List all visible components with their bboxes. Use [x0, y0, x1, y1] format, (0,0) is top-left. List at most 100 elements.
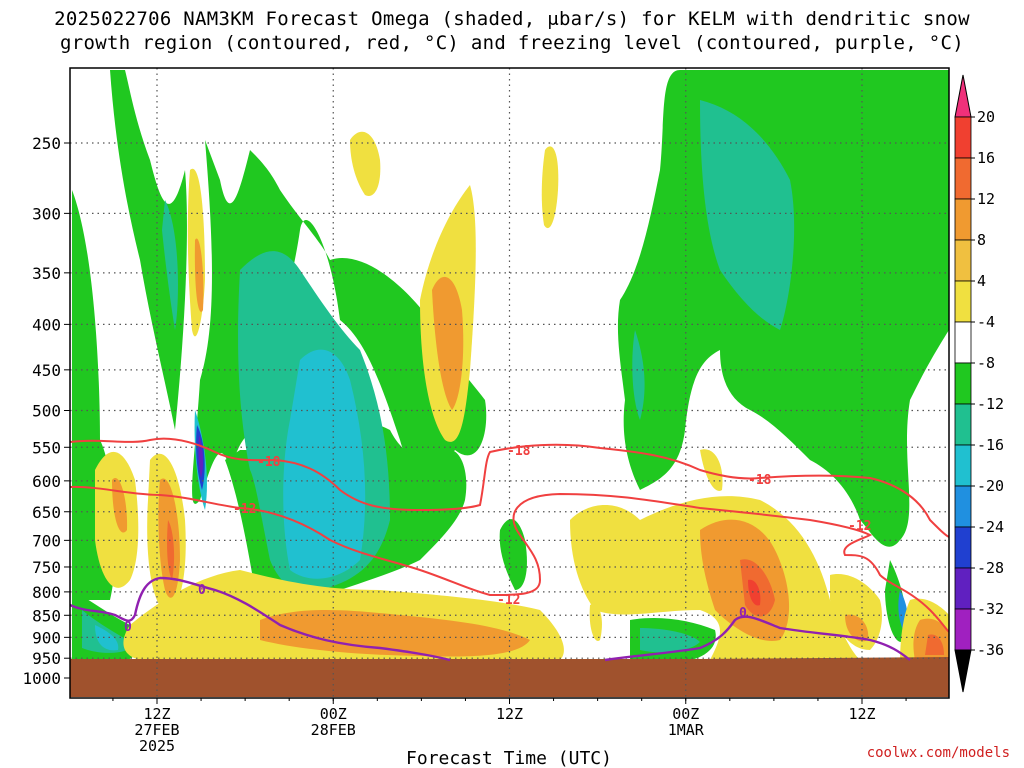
contour-zero-2 — [604, 615, 911, 662]
contour-label-8: 0 — [124, 620, 132, 635]
colorbar-label: 12 — [977, 190, 995, 208]
x-tick-label: 1MAR — [668, 721, 705, 739]
y-tick-label: 550 — [32, 438, 61, 457]
colorbar-band — [954, 362, 972, 405]
omega-region-yellow-12 — [700, 449, 723, 491]
x-tick-label: 12Z — [848, 705, 875, 723]
omega-region-cyan-1 — [283, 349, 366, 579]
colorbar-label: 20 — [977, 108, 995, 126]
y-tick-label: 850 — [32, 606, 61, 625]
chart-title-line1: 2025022706 NAM3KM Forecast Omega (shaded… — [54, 8, 970, 30]
colorbar-label: -12 — [977, 395, 1004, 413]
y-tick-label: 450 — [32, 361, 61, 380]
colorbar-band — [954, 526, 972, 569]
colorbar-band — [954, 116, 972, 159]
omega-region-red-1 — [748, 579, 761, 606]
omega-region-teal-4 — [632, 330, 645, 420]
colorbar-band — [954, 321, 972, 364]
omega-region-green-2 — [110, 70, 187, 430]
x-tick-label: 12Z — [496, 705, 523, 723]
ground-surface — [70, 659, 949, 697]
contour-zero-1 — [70, 576, 451, 662]
contour-label-3: -18 — [507, 444, 531, 459]
y-axis: 250 300 350 400 450 500 550 600 650 700 750 800 850 9… — [22, 134, 70, 688]
colorbar-band — [954, 280, 972, 323]
colorbar-band — [954, 567, 972, 610]
colorbar-label: -20 — [977, 477, 1004, 495]
colorbar-label: -36 — [977, 641, 1004, 659]
contour-label-1: -18 — [257, 455, 281, 470]
y-tick-label: 900 — [32, 628, 61, 647]
x-tick-label: 00Z — [320, 705, 347, 723]
colorbar-label: -24 — [977, 518, 1004, 536]
y-tick-label: 300 — [32, 204, 61, 223]
colorbar-band — [954, 157, 972, 200]
contour-labels: -18 -12 -18 -12 -18 -12 0 0 0 — [124, 444, 871, 635]
colorbar-top-cap — [954, 74, 972, 118]
y-tick-label: 1000 — [22, 669, 61, 688]
contour-label-4: -12 — [497, 593, 520, 608]
ground-edge — [70, 657, 949, 662]
y-tick-label: 350 — [32, 264, 61, 283]
x-tick-label: 00Z — [672, 705, 699, 723]
x-tick-label: 27FEB — [134, 721, 179, 739]
omega-region-yellow-2 — [541, 146, 559, 229]
omega-region-orange-2 — [194, 238, 204, 312]
colorbar-bottom-cap — [954, 649, 972, 693]
omega-region-yellow-1 — [350, 131, 381, 196]
contour-minus18 — [70, 437, 949, 538]
contour-label-7: 0 — [198, 583, 206, 598]
colorbar-band — [954, 608, 972, 651]
contour-label-5: -18 — [748, 473, 772, 488]
omega-region-yellow-11 — [589, 604, 602, 641]
x-tick-label: 12Z — [143, 705, 170, 723]
colorbar-band — [954, 198, 972, 241]
colorbar-label: -4 — [977, 313, 995, 331]
colorbar: 20 16 12 8 4 -4 -8 -12 -16 -20 -24 -28 -32 -36 — [954, 74, 1004, 693]
omega-region-teal-6 — [640, 628, 700, 653]
contour-minus12 — [70, 485, 949, 633]
contour-label-6: -12 — [848, 519, 871, 534]
colorbar-label: 4 — [977, 272, 986, 290]
omega-region-orange-1 — [432, 276, 464, 410]
freezing-contour — [70, 576, 911, 662]
x-tick-label: 2025 — [139, 737, 175, 755]
colorbar-band — [954, 485, 972, 528]
contour-label-9: 0 — [739, 606, 747, 621]
credit-text: coolwx.com/models — [867, 745, 1010, 761]
omega-region-yellow-9 — [830, 574, 882, 650]
y-tick-label: 650 — [32, 503, 61, 522]
omega-region-teal-3 — [700, 100, 795, 330]
omega-region-redorange-3 — [925, 634, 944, 655]
y-tick-label: 500 — [32, 402, 61, 421]
y-tick-label: 600 — [32, 472, 61, 491]
y-tick-label: 400 — [32, 315, 61, 334]
colorbar-label: -28 — [977, 559, 1004, 577]
dgz-contours — [70, 437, 949, 633]
contour-label-2: -12 — [233, 502, 256, 517]
chart-title-line2: growth region (contoured, red, °C) and f… — [60, 32, 964, 54]
omega-region-redorange-2 — [167, 520, 175, 580]
omega-region-green-5 — [499, 519, 527, 590]
y-tick-label: 800 — [32, 583, 61, 602]
omega-region-teal-5 — [82, 610, 135, 653]
omega-region-teal-1 — [162, 200, 178, 330]
colorbar-label: -32 — [977, 600, 1004, 618]
y-tick-label: 700 — [32, 531, 61, 550]
omega-region-orange-6 — [260, 610, 530, 657]
colorbar-band — [954, 444, 972, 487]
colorbar-label: 8 — [977, 231, 986, 249]
omega-shading — [72, 70, 949, 662]
colorbar-label: -16 — [977, 436, 1004, 454]
x-tick-label: 28FEB — [311, 721, 356, 739]
y-tick-label: 750 — [32, 558, 61, 577]
colorbar-band — [954, 403, 972, 446]
y-tick-label: 950 — [32, 649, 61, 668]
colorbar-label: 16 — [977, 149, 995, 167]
y-tick-label: 250 — [32, 134, 61, 153]
colorbar-band — [954, 239, 972, 282]
colorbar-label: -8 — [977, 354, 995, 372]
grid — [70, 68, 949, 698]
